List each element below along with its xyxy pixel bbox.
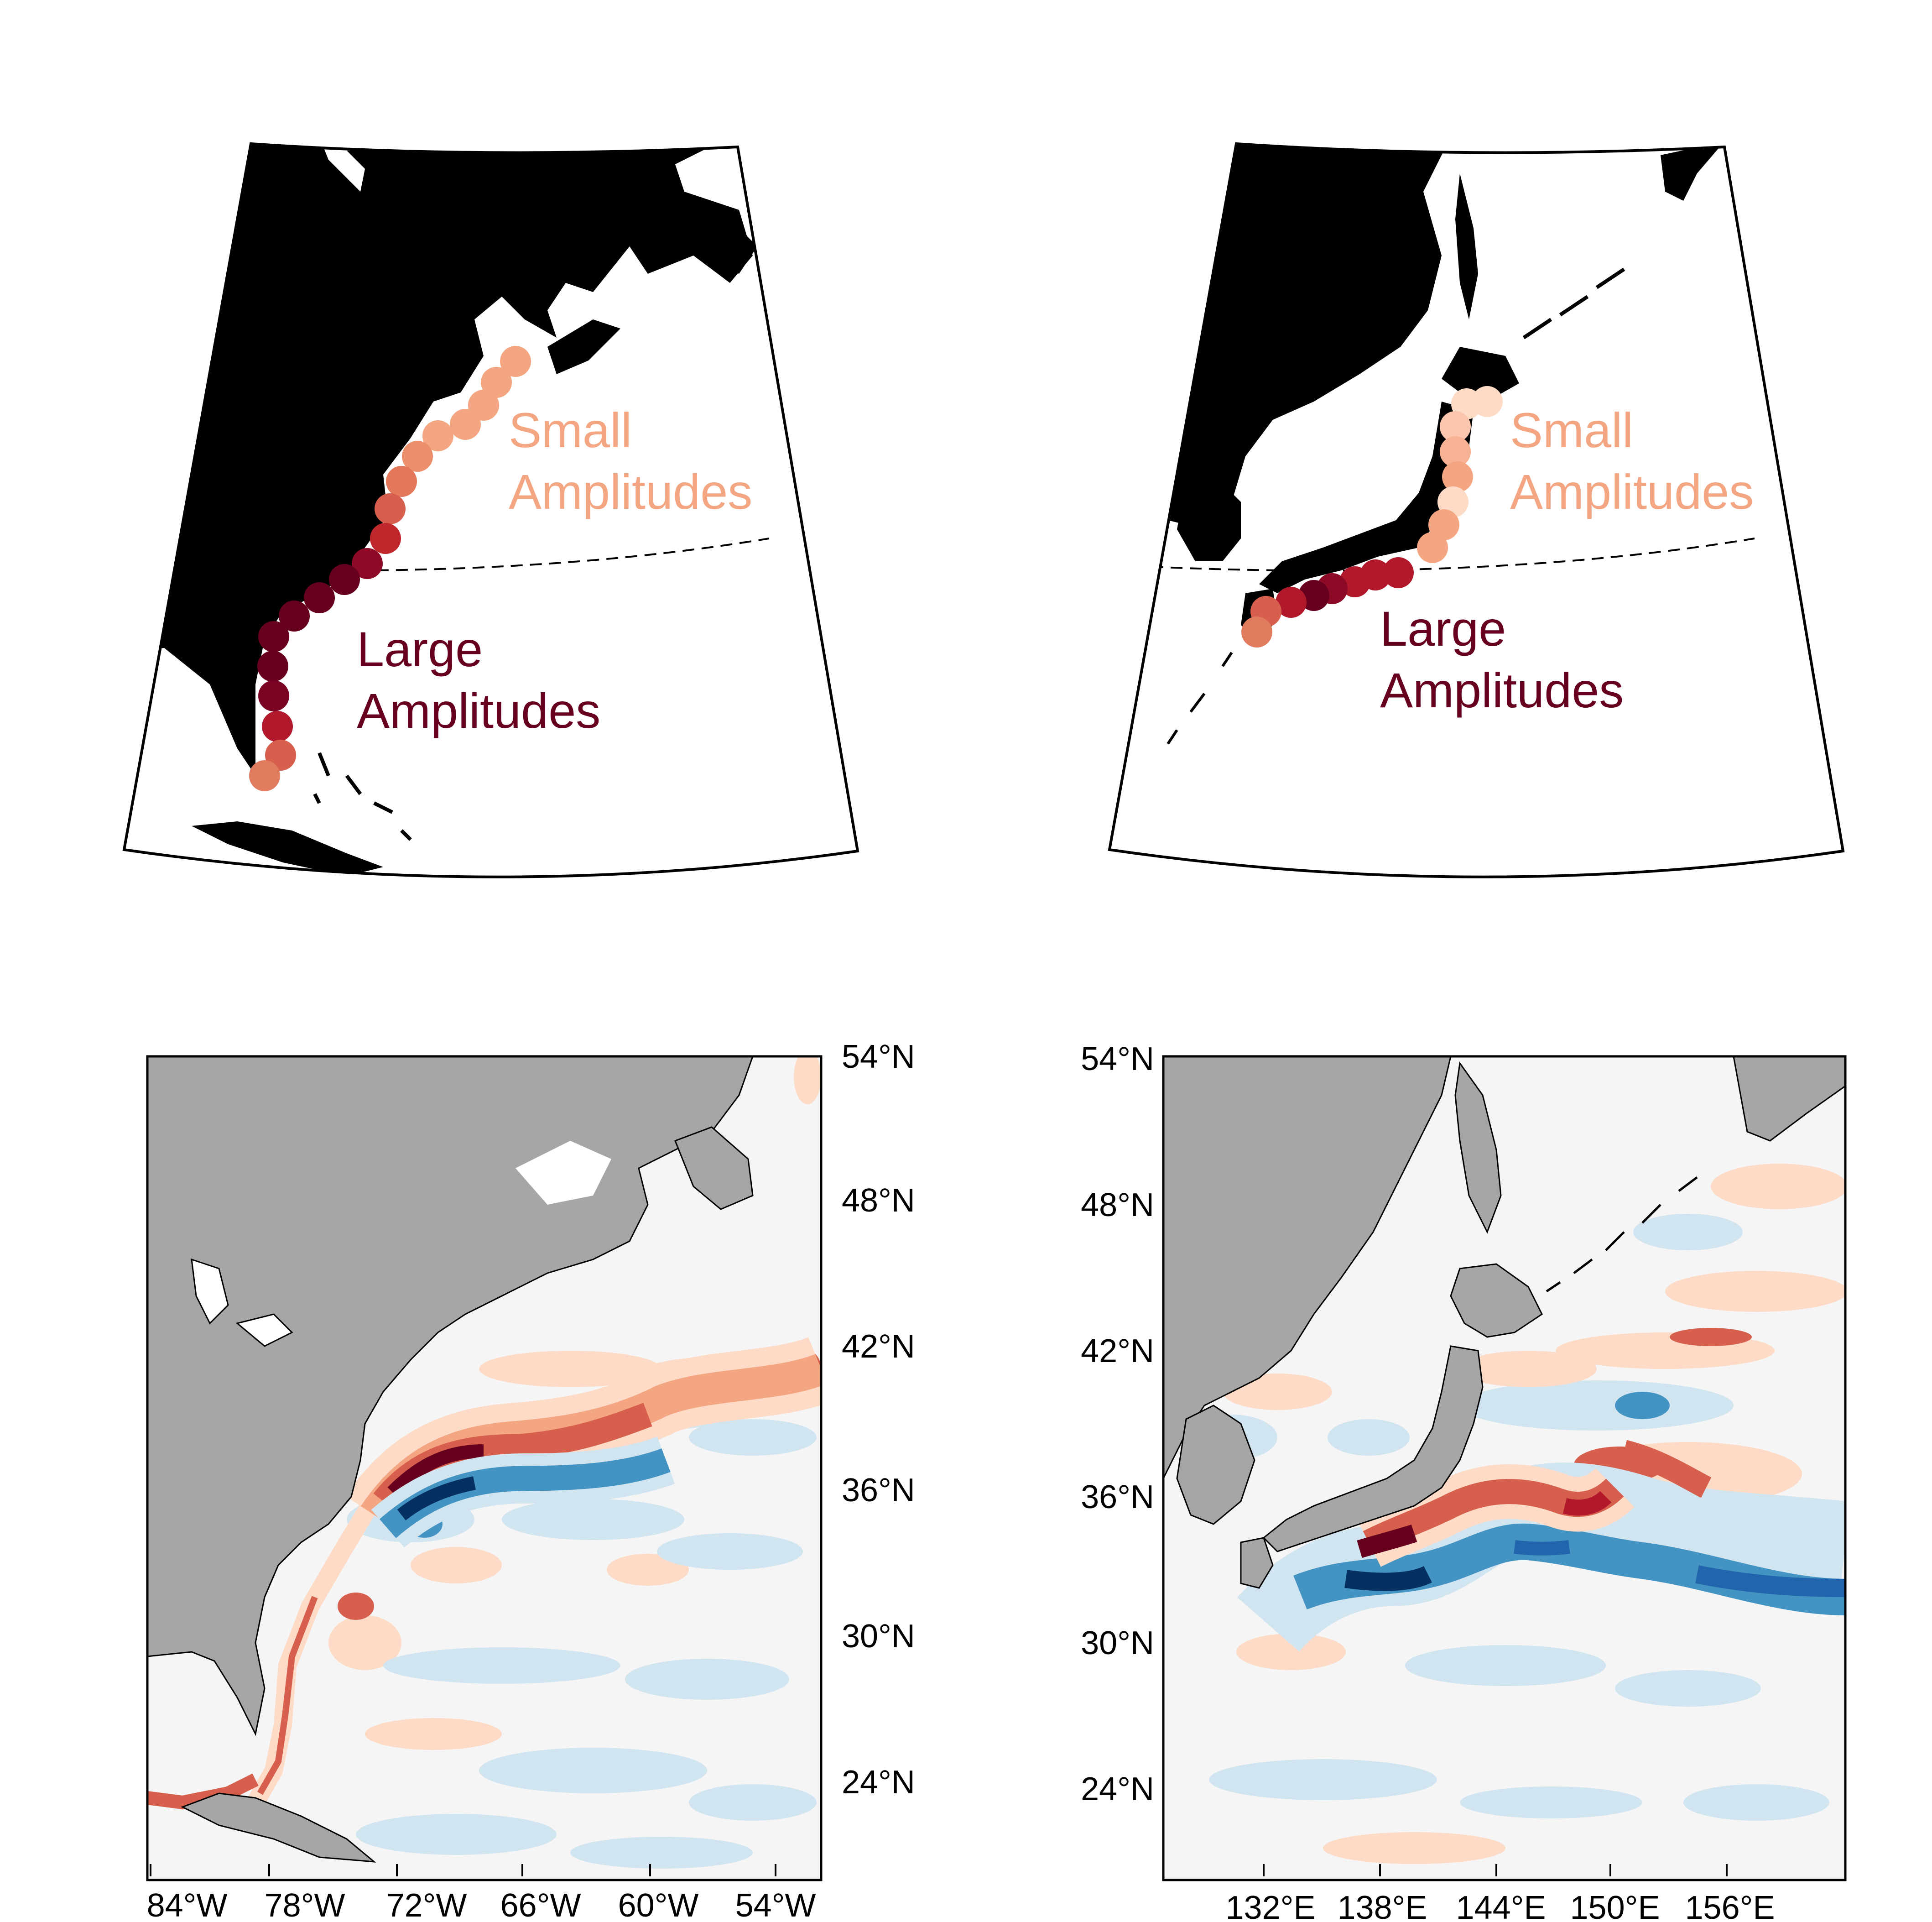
honshu-landmass [1262, 1345, 1484, 1552]
panel-bottom-left: 84°W 78°W 72°W 66°W 60°W 54°W 54°N 48°N … [146, 1039, 915, 1922]
amp-point [375, 493, 406, 524]
amp-point [386, 466, 417, 497]
y-tick-label: 42°N [1081, 1333, 1154, 1369]
amp-point [370, 523, 401, 554]
ryukyu-islands [1166, 652, 1233, 745]
cuba-landmass [192, 821, 383, 876]
panel-bottom-right: 132°E 138°E 144°E 150°E 156°E 54°N 48°N … [1081, 1041, 1847, 1922]
y-tick-label: 42°N [842, 1328, 915, 1365]
amp-point [500, 346, 531, 377]
st-lawrence-gulf [516, 1141, 611, 1205]
kamchatka-landmass [1733, 1056, 1845, 1142]
y-tick-label: 30°N [842, 1618, 915, 1655]
map-frame-bottom-left [146, 1055, 823, 1881]
north-america-landmass [147, 1056, 754, 1736]
amp-point [1383, 557, 1414, 588]
amp-point [1241, 616, 1272, 648]
kuril-islands [1522, 267, 1625, 339]
amp-point [1440, 411, 1471, 442]
great-lakes [191, 1258, 293, 1347]
amp-point [352, 548, 383, 579]
latitude-line-top-right [1113, 538, 1755, 572]
kyushu-landmass [1240, 1537, 1274, 1589]
korea-landmass [1176, 1405, 1255, 1525]
amp-point [279, 601, 310, 632]
panel-top-right: Small Amplitudes Large Amplitudes [1108, 142, 1845, 878]
hokkaido-landmass [1442, 347, 1519, 402]
latitude-line-top-left [127, 538, 770, 572]
amp-point [450, 409, 481, 440]
y-tick-label: 36°N [842, 1472, 915, 1509]
x-tick-label: 60°W [618, 1887, 699, 1922]
large-amplitudes-label: Large Amplitudes [357, 622, 600, 738]
kuroshio-jet [1237, 1440, 1845, 1652]
weak-anomaly-field [328, 1056, 821, 1869]
y-tick-label: 24°N [842, 1764, 915, 1801]
x-tick-label: 132°E [1226, 1890, 1316, 1922]
y-tick-label: 54°N [1081, 1041, 1154, 1077]
y-axis-ticks-bottom-left: 54°N 48°N 42°N 36°N 30°N 24°N [842, 1039, 915, 1801]
amp-point [329, 564, 360, 595]
korea-landmass [1177, 475, 1241, 561]
x-tick-label: 84°W [147, 1887, 228, 1922]
sakhalin-landmass [1454, 1061, 1502, 1234]
amp-point [258, 621, 289, 652]
kuroshio-points [1241, 386, 1503, 648]
amp-point [1440, 436, 1471, 467]
gulf-stream-jet [345, 1337, 821, 1548]
y-tick-label: 48°N [1081, 1187, 1154, 1223]
amp-point [402, 441, 433, 472]
y-tick-label: 30°N [1081, 1625, 1154, 1661]
newfoundland-landmass [674, 1126, 754, 1210]
florida-current-core [257, 1596, 318, 1795]
x-tick-label: 66°W [500, 1887, 581, 1922]
gulf-stream-points [249, 346, 531, 791]
asia-mainland-landmass [1163, 1056, 1452, 1479]
amp-point [481, 367, 512, 398]
y-tick-label: 48°N [842, 1182, 915, 1219]
panel-top-left: Small Amplitudes Large Amplitudes [122, 142, 859, 878]
amp-point [1276, 587, 1307, 618]
x-tick-label: 138°E [1338, 1890, 1427, 1922]
kuril-islands [1546, 1176, 1698, 1293]
y-tick-label: 36°N [1081, 1479, 1154, 1515]
x-tick-label: 54°W [735, 1887, 816, 1922]
map-frame-bottom-right [1162, 1055, 1847, 1881]
amp-point [304, 582, 335, 613]
amp-point [422, 420, 453, 451]
x-tick-label: 144°E [1456, 1890, 1546, 1922]
large-amplitudes-label: Large Amplitudes [1380, 601, 1624, 718]
bahamas-islands [313, 752, 412, 841]
y-tick-label: 54°N [842, 1039, 915, 1075]
x-tick-label: 78°W [265, 1887, 345, 1922]
x-axis-ticks-bottom-left: 84°W 78°W 72°W 66°W 60°W 54°W [147, 1864, 816, 1922]
nova-scotia-landmass [547, 319, 620, 374]
amp-point [1417, 532, 1448, 563]
newfoundland-landmass [693, 219, 757, 274]
kamchatka-landmass [1661, 144, 1724, 201]
amp-point [257, 651, 288, 682]
cuba-landmass [181, 1792, 376, 1863]
amp-point [1442, 461, 1473, 492]
amp-point [262, 711, 293, 742]
y-tick-label: 24°N [1081, 1771, 1154, 1807]
x-tick-label: 156°E [1685, 1890, 1775, 1922]
north-america-landmass [124, 144, 753, 776]
x-axis-ticks-bottom-right: 132°E 138°E 144°E 150°E 156°E [1226, 1864, 1775, 1922]
hokkaido-landmass [1450, 1263, 1543, 1338]
x-tick-label: 150°E [1570, 1890, 1660, 1922]
amp-point [258, 680, 289, 711]
small-amplitudes-label: Small Amplitudes [1510, 402, 1754, 519]
amp-point [249, 760, 280, 791]
sakhalin-landmass [1455, 173, 1478, 319]
y-axis-ticks-bottom-right: 54°N 48°N 42°N 36°N 30°N 24°N [1081, 1041, 1154, 1807]
small-amplitudes-label: Small Amplitudes [509, 402, 752, 519]
x-tick-label: 72°W [386, 1887, 467, 1922]
